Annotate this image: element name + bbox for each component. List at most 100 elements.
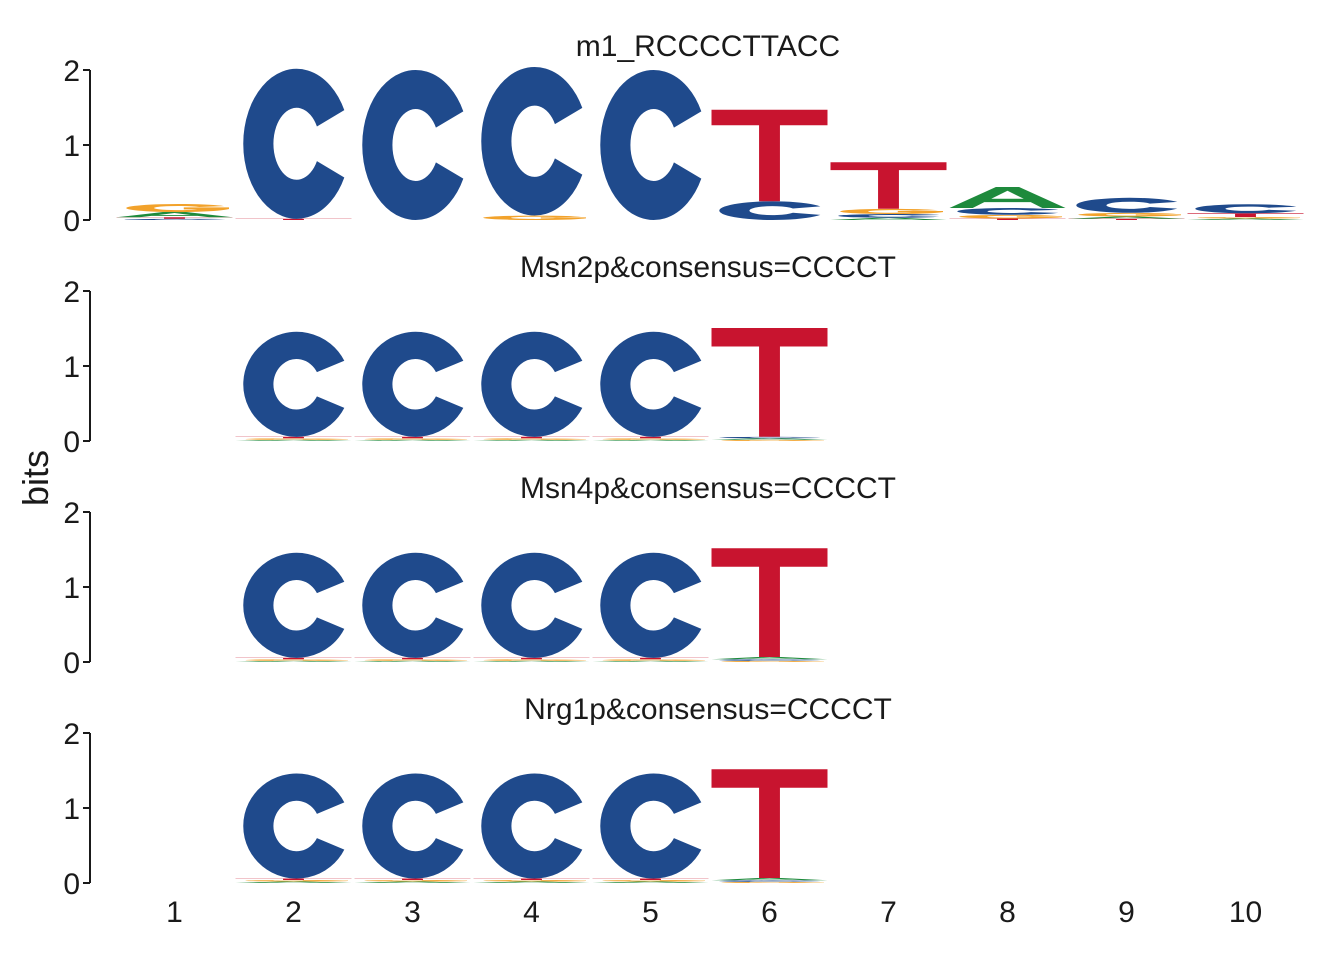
letter-C-glyph	[719, 436, 821, 439]
letter-C-glyph	[600, 773, 702, 879]
letter-C-glyph	[957, 208, 1059, 215]
letter-C-glyph	[719, 880, 821, 882]
y-tick-label: 1	[63, 351, 80, 384]
letter-T-glyph	[473, 878, 590, 880]
letter-G-glyph	[483, 215, 587, 221]
letter-A-glyph	[235, 881, 352, 883]
letter-G-glyph	[721, 439, 825, 442]
logo-stack-position-3	[354, 773, 471, 883]
letter-A-glyph	[354, 660, 471, 662]
letter-G-glyph	[245, 880, 349, 882]
letter-C-glyph	[838, 214, 940, 218]
letter-A-glyph	[354, 439, 471, 441]
y-tick-label: 0	[63, 647, 80, 680]
letter-A-glyph	[1068, 216, 1185, 219]
letter-G-glyph	[602, 438, 706, 440]
letter-G-glyph	[602, 880, 706, 882]
logo-stack-position-2	[235, 552, 352, 662]
letter-C-glyph	[1076, 197, 1178, 213]
x-tick-label: 8	[999, 896, 1016, 929]
letter-C-glyph	[362, 331, 464, 437]
y-tick-label: 2	[63, 497, 80, 530]
letter-A-glyph	[592, 439, 709, 441]
logo-panel-4: Nrg1p&consensus=CCCCT 0 1 2	[63, 693, 892, 901]
letter-T-glyph	[1187, 213, 1304, 217]
logo-stack-position-3	[362, 70, 464, 220]
y-tick-label: 2	[63, 276, 80, 309]
logo-stack-position-1	[116, 204, 233, 220]
x-tick-label: 5	[642, 896, 659, 929]
logo-stack-position-3	[354, 552, 471, 662]
letter-C-glyph	[1195, 204, 1297, 214]
logo-stack-position-10	[1187, 204, 1304, 220]
letter-T-glyph	[235, 436, 352, 439]
letter-T-glyph	[354, 436, 471, 439]
letter-C-glyph	[243, 68, 345, 219]
logo-stack-position-7	[830, 162, 947, 220]
letter-C-glyph	[481, 67, 583, 216]
letter-G-glyph	[364, 438, 468, 440]
letter-C-glyph	[362, 70, 464, 220]
letter-A-glyph	[711, 657, 828, 660]
letter-A-glyph	[1187, 218, 1304, 220]
x-axis: 1 2 3 4 5 6 7 8 9 10	[166, 896, 1262, 929]
letter-G-glyph	[840, 208, 944, 215]
letter-G-glyph	[245, 438, 349, 440]
letter-G-glyph	[721, 660, 825, 663]
letter-T-glyph	[949, 218, 1066, 220]
letter-G-glyph	[483, 880, 587, 882]
logo-stack-position-2	[235, 68, 352, 220]
letter-C-glyph	[600, 552, 702, 658]
letter-C-glyph	[243, 773, 345, 879]
letter-G-glyph	[483, 659, 587, 661]
logo-stack-position-6	[711, 548, 828, 663]
letter-G-glyph	[602, 659, 706, 661]
letter-T-glyph	[354, 878, 471, 880]
logo-stack-position-4	[473, 552, 590, 662]
logo-stack-position-2	[235, 331, 352, 441]
letter-G-glyph	[364, 880, 468, 882]
letter-C-glyph	[600, 331, 702, 437]
logo-stack-position-9	[1068, 197, 1185, 220]
x-tick-label: 7	[880, 896, 897, 929]
y-tick-label: 2	[63, 718, 80, 751]
logo-panel-2: Msn2p&consensus=CCCCT 0 1 2	[63, 251, 896, 459]
x-tick-label: 10	[1229, 896, 1262, 929]
letter-T-glyph	[711, 328, 828, 437]
letter-C-glyph	[362, 552, 464, 658]
letter-C-glyph	[124, 218, 226, 220]
letter-T-glyph	[592, 657, 709, 660]
y-tick-label: 1	[63, 130, 80, 163]
logo-stack-position-4	[473, 773, 590, 883]
letter-G-glyph	[126, 204, 230, 213]
logo-stack-position-6	[711, 328, 828, 442]
logo-panel-1: m1_RCCCCTTACC 0 1 2	[63, 30, 1304, 238]
panel-title: Msn4p&consensus=CCCCT	[520, 472, 896, 505]
logo-stack-position-6	[711, 109, 828, 220]
letter-T-glyph	[235, 657, 352, 660]
letter-T-glyph	[235, 218, 352, 220]
letter-C-glyph	[362, 773, 464, 879]
logo-stack-position-8	[949, 187, 1066, 220]
letter-C-glyph	[481, 773, 583, 879]
letter-C-glyph	[481, 552, 583, 658]
letter-G-glyph	[721, 881, 825, 884]
letter-G-glyph	[483, 438, 587, 440]
letter-T-glyph	[473, 436, 590, 439]
letter-T-glyph	[830, 162, 947, 209]
letter-A-glyph	[830, 217, 947, 220]
logo-stack-position-4	[481, 67, 587, 221]
logo-panel-3: Msn4p&consensus=CCCCT 0 1 2	[63, 472, 896, 680]
letter-T-glyph	[116, 217, 233, 219]
logo-panels: m1_RCCCCTTACC 0 1 2 Msn2p&consensus=CCCCT 0 1 2…	[63, 30, 1304, 901]
x-tick-label: 1	[166, 896, 183, 929]
logo-stack-position-5	[592, 773, 709, 883]
letter-G-glyph	[245, 659, 349, 661]
logo-stack-position-3	[354, 331, 471, 441]
letter-T-glyph	[592, 436, 709, 439]
letter-C-glyph	[719, 201, 821, 220]
y-tick-label: 1	[63, 793, 80, 826]
y-axis-label: bits	[15, 450, 56, 506]
letter-G-glyph	[364, 659, 468, 661]
